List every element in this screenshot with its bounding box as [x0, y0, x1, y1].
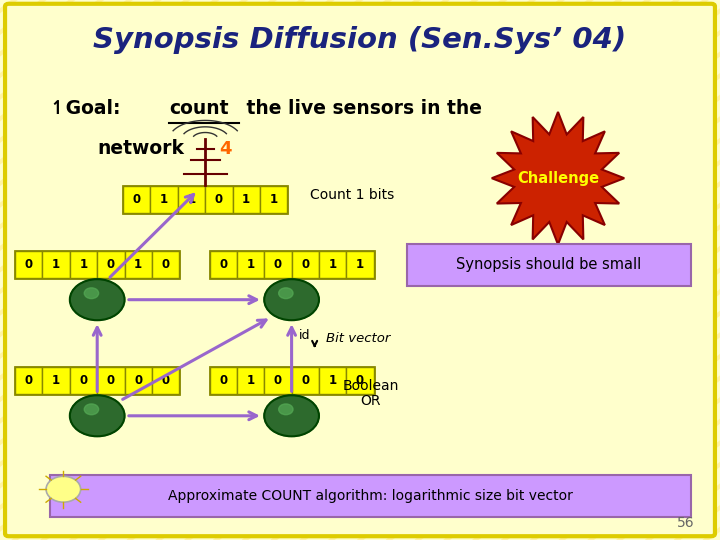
Text: Synopsis should be small: Synopsis should be small [456, 257, 642, 272]
FancyBboxPatch shape [125, 251, 152, 278]
Text: 1: 1 [328, 258, 337, 271]
FancyBboxPatch shape [97, 251, 125, 278]
Text: 1: 1 [328, 374, 337, 387]
FancyBboxPatch shape [264, 251, 292, 278]
Circle shape [84, 404, 99, 415]
Text: 0: 0 [132, 193, 141, 206]
Text: id: id [299, 329, 310, 342]
FancyBboxPatch shape [15, 251, 179, 278]
FancyBboxPatch shape [15, 251, 42, 278]
Text: 0: 0 [107, 258, 115, 271]
Text: Boolean: Boolean [343, 379, 399, 393]
FancyBboxPatch shape [42, 367, 70, 394]
FancyBboxPatch shape [152, 251, 179, 278]
FancyBboxPatch shape [15, 367, 179, 394]
FancyBboxPatch shape [237, 367, 264, 394]
FancyBboxPatch shape [123, 186, 150, 213]
Text: 0: 0 [24, 374, 33, 387]
Text: 0: 0 [356, 374, 364, 387]
Circle shape [70, 395, 125, 436]
FancyBboxPatch shape [319, 251, 346, 278]
Circle shape [264, 395, 319, 436]
FancyBboxPatch shape [233, 186, 260, 213]
Text: 1: 1 [134, 258, 143, 271]
Text: 0: 0 [219, 258, 228, 271]
FancyBboxPatch shape [237, 251, 264, 278]
FancyBboxPatch shape [97, 367, 125, 394]
Text: 1: 1 [246, 374, 255, 387]
Text: 1: 1 [356, 258, 364, 271]
Text: 1: 1 [52, 374, 60, 387]
FancyBboxPatch shape [123, 186, 287, 213]
FancyBboxPatch shape [5, 4, 715, 536]
Text: 0: 0 [134, 374, 143, 387]
Circle shape [84, 288, 99, 299]
Circle shape [279, 404, 293, 415]
Text: 0: 0 [79, 374, 88, 387]
FancyBboxPatch shape [292, 251, 319, 278]
FancyBboxPatch shape [346, 367, 374, 394]
FancyBboxPatch shape [260, 186, 287, 213]
Text: 56: 56 [678, 516, 695, 530]
Text: 1: 1 [187, 193, 196, 206]
Text: the live sensors in the: the live sensors in the [240, 98, 482, 118]
FancyBboxPatch shape [319, 367, 346, 394]
Text: Bit vector: Bit vector [326, 332, 390, 345]
FancyBboxPatch shape [264, 367, 292, 394]
FancyBboxPatch shape [407, 244, 691, 286]
Text: 0: 0 [215, 193, 223, 206]
Text: 0: 0 [274, 258, 282, 271]
Text: Count 1 bits: Count 1 bits [310, 188, 394, 202]
Text: 4: 4 [220, 139, 232, 158]
FancyBboxPatch shape [152, 367, 179, 394]
FancyBboxPatch shape [70, 367, 97, 394]
FancyBboxPatch shape [205, 186, 233, 213]
Text: 0: 0 [301, 374, 310, 387]
FancyBboxPatch shape [125, 367, 152, 394]
FancyBboxPatch shape [50, 475, 691, 517]
FancyBboxPatch shape [150, 186, 178, 213]
Text: 1: 1 [160, 193, 168, 206]
FancyBboxPatch shape [210, 367, 237, 394]
Text: 0: 0 [24, 258, 33, 271]
Text: count: count [169, 98, 229, 118]
FancyBboxPatch shape [210, 251, 374, 278]
Text: ↿Goal:: ↿Goal: [50, 98, 127, 118]
FancyBboxPatch shape [210, 367, 374, 394]
Text: Synopsis Diffusion (Sen.Sys’ 04): Synopsis Diffusion (Sen.Sys’ 04) [94, 26, 626, 55]
Polygon shape [492, 112, 624, 245]
FancyBboxPatch shape [178, 186, 205, 213]
Text: 0: 0 [301, 258, 310, 271]
FancyBboxPatch shape [42, 251, 70, 278]
Circle shape [46, 476, 81, 502]
FancyBboxPatch shape [210, 251, 237, 278]
Text: 0: 0 [219, 374, 228, 387]
Text: Challenge: Challenge [517, 171, 599, 186]
FancyBboxPatch shape [292, 367, 319, 394]
Text: 0: 0 [161, 258, 170, 271]
Text: 1: 1 [269, 193, 278, 206]
Text: Approximate COUNT algorithm: logarithmic size bit vector: Approximate COUNT algorithm: logarithmic… [168, 489, 573, 503]
Text: 0: 0 [107, 374, 115, 387]
Text: 0: 0 [161, 374, 170, 387]
FancyBboxPatch shape [346, 251, 374, 278]
Text: 1: 1 [52, 258, 60, 271]
FancyBboxPatch shape [15, 367, 42, 394]
Text: 0: 0 [274, 374, 282, 387]
Circle shape [279, 288, 293, 299]
Text: 1: 1 [79, 258, 88, 271]
Text: network: network [97, 139, 184, 158]
Text: OR: OR [361, 394, 381, 408]
Circle shape [70, 279, 125, 320]
FancyBboxPatch shape [70, 251, 97, 278]
Text: 1: 1 [242, 193, 251, 206]
Text: 1: 1 [246, 258, 255, 271]
Circle shape [264, 279, 319, 320]
